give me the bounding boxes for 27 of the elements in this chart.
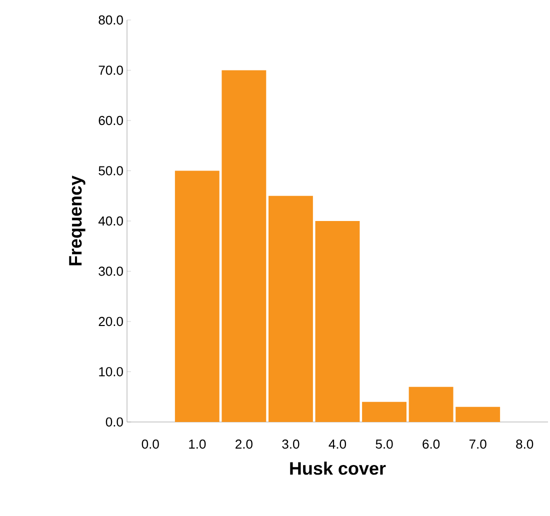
bar [362,402,406,422]
bar [315,220,360,422]
x-axis-title: Husk cover [290,462,386,475]
y-tick-label: 10.0 [99,367,123,376]
y-tick-label: 40.0 [98,216,123,226]
x-tick-label: 4.0 [328,440,346,449]
x-tick-label: 5.0 [376,440,393,449]
y-tick-label: 60.0 [98,116,123,126]
x-tick-label: 1.0 [189,440,206,449]
bar [456,406,500,422]
x-tick-label: 2.0 [236,440,252,449]
x-tick-label: 0.0 [142,440,159,449]
y-tick-label: 80.0 [98,15,123,25]
y-tick-label: 0.0 [106,417,123,427]
y-tick-label: 70.0 [98,66,123,75]
bar [174,170,220,422]
x-tick-label: 6.0 [422,440,440,449]
x-tick-label: 8.0 [516,440,534,449]
x-tick-label: 7.0 [469,440,486,449]
y-tick-label: 20.0 [98,316,123,326]
y-tick-label: 30.0 [98,266,123,276]
y-axis-title: Frequency [69,176,86,266]
bar [222,70,266,422]
y-tick-label: 50.0 [98,166,123,176]
bar [268,196,313,422]
x-tick-label: 3.0 [282,440,300,449]
bar [408,386,454,422]
